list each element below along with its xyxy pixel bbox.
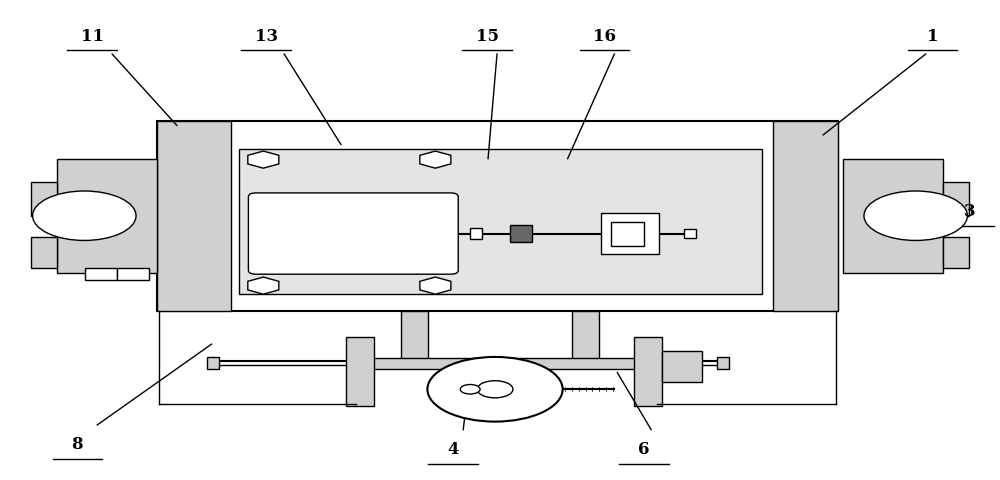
Circle shape bbox=[460, 384, 480, 394]
Bar bbox=[717, 358, 729, 369]
Text: 6: 6 bbox=[638, 440, 650, 457]
Bar bbox=[843, 159, 943, 273]
Bar bbox=[346, 337, 374, 406]
Polygon shape bbox=[248, 277, 279, 295]
Bar bbox=[470, 228, 482, 240]
Bar bbox=[943, 183, 969, 216]
Bar bbox=[510, 226, 532, 242]
Circle shape bbox=[33, 192, 136, 241]
Polygon shape bbox=[248, 152, 279, 169]
Text: 1: 1 bbox=[927, 27, 938, 45]
Text: 4: 4 bbox=[448, 440, 459, 457]
Circle shape bbox=[427, 357, 563, 422]
Text: 15: 15 bbox=[476, 27, 499, 45]
Bar bbox=[85, 268, 117, 280]
Bar bbox=[31, 238, 57, 268]
Polygon shape bbox=[420, 152, 451, 169]
Bar bbox=[773, 121, 838, 311]
Bar bbox=[611, 222, 644, 247]
Bar bbox=[601, 214, 659, 254]
Bar bbox=[57, 159, 157, 273]
FancyBboxPatch shape bbox=[248, 193, 458, 275]
Bar bbox=[361, 359, 639, 369]
Text: 3: 3 bbox=[964, 203, 975, 220]
Polygon shape bbox=[420, 277, 451, 295]
Bar bbox=[117, 268, 149, 280]
Bar bbox=[634, 337, 662, 406]
Bar bbox=[157, 121, 231, 311]
Bar bbox=[157, 121, 838, 311]
Bar bbox=[401, 311, 428, 363]
Bar bbox=[31, 183, 57, 216]
Bar bbox=[207, 358, 219, 369]
Bar bbox=[239, 150, 762, 295]
Text: 13: 13 bbox=[255, 27, 278, 45]
Circle shape bbox=[864, 192, 967, 241]
Bar bbox=[572, 311, 599, 363]
Circle shape bbox=[477, 381, 513, 398]
Text: 11: 11 bbox=[81, 27, 104, 45]
Bar bbox=[662, 351, 702, 383]
Bar bbox=[943, 238, 969, 268]
Text: 8: 8 bbox=[72, 435, 83, 453]
Text: 16: 16 bbox=[593, 27, 616, 45]
Bar bbox=[684, 229, 696, 239]
